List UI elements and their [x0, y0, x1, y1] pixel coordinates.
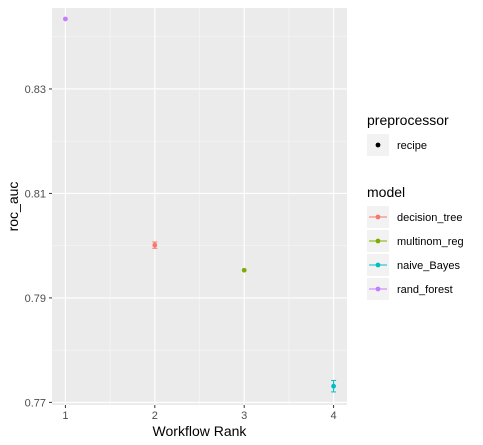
- point-rand_forest: [63, 16, 68, 22]
- legend-key-dot: [375, 142, 381, 148]
- legend-item-decision_tree: decision_tree: [367, 206, 462, 228]
- y-tick-label: 0.83: [25, 84, 46, 96]
- y-axis: 0.77 0.79 0.81 0.83: [25, 84, 52, 409]
- point-decision_tree: [152, 241, 158, 249]
- point-marker: [63, 16, 68, 22]
- point-marker: [152, 242, 158, 248]
- legend: preprocessor recipe model decision_treem…: [367, 112, 464, 300]
- legend-model-items: decision_tree multinom_reg naive_Bayesrand…: [367, 206, 464, 300]
- data-points: [63, 16, 337, 393]
- legend-key-dot: [375, 238, 381, 244]
- y-tick-label: 0.79: [25, 293, 46, 305]
- legend-key-dot: [375, 262, 381, 268]
- point-marker: [331, 383, 336, 389]
- y-tick-label: 0.81: [25, 188, 46, 200]
- x-axis: 1 2 3 4: [62, 405, 337, 422]
- legend-model-title: model: [367, 184, 405, 200]
- y-tick-label: 0.77: [25, 397, 46, 409]
- legend-label: multinom_reg: [397, 236, 464, 248]
- legend-label: decision_tree: [397, 212, 462, 224]
- legend-key-dot: [375, 286, 381, 292]
- x-tick-label: 4: [331, 410, 337, 422]
- legend-label: naive_Bayes: [397, 260, 460, 272]
- legend-preprocessor-items: recipe: [367, 134, 427, 156]
- x-axis-title: Workflow Rank: [153, 423, 248, 439]
- point-marker: [241, 267, 247, 273]
- x-tick-label: 2: [152, 410, 158, 422]
- legend-key-dot: [375, 214, 381, 220]
- point-naive_Bayes: [331, 379, 337, 393]
- minor-gridlines: [52, 8, 347, 405]
- y-axis-title: roc_auc: [5, 182, 21, 232]
- point-multinom_reg: [241, 267, 247, 273]
- legend-label: rand_forest: [397, 284, 453, 296]
- legend-preprocessor-title: preprocessor: [367, 112, 449, 128]
- major-gridlines: [52, 8, 347, 405]
- legend-item-multinom_reg: multinom_reg: [367, 230, 464, 252]
- legend-item-preprocessor: recipe: [367, 134, 427, 156]
- x-tick-label: 3: [241, 410, 247, 422]
- legend-label: recipe: [397, 140, 427, 152]
- x-tick-label: 1: [62, 410, 68, 422]
- legend-item-rand_forest: rand_forest: [367, 278, 453, 300]
- legend-item-naive_Bayes: naive_Bayes: [367, 254, 460, 276]
